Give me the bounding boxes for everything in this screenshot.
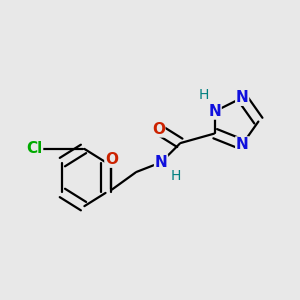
Text: O: O (152, 122, 165, 137)
Text: N: N (208, 104, 221, 119)
Text: H: H (199, 88, 209, 102)
Text: H: H (171, 169, 181, 183)
Text: N: N (154, 155, 167, 170)
Text: Cl: Cl (26, 141, 43, 156)
Text: N: N (236, 137, 249, 152)
Text: O: O (105, 152, 118, 167)
Text: N: N (236, 90, 249, 105)
